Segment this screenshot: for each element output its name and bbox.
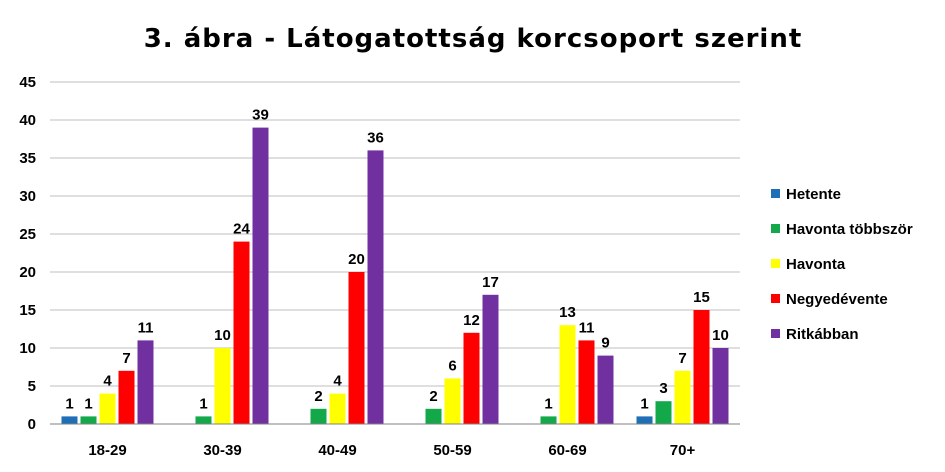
x-axis: 18-29 30-39 40-49 50-59 60-69 70+ <box>50 423 740 459</box>
bar <box>252 127 269 424</box>
data-label: 4 <box>103 373 112 390</box>
x-tick-label: 60-69 <box>548 442 586 459</box>
bar <box>482 294 499 424</box>
bar <box>80 416 97 424</box>
bar <box>655 401 672 424</box>
bar <box>444 378 461 424</box>
bar <box>137 340 154 424</box>
x-tick-label: 30-39 <box>203 442 241 459</box>
bar <box>99 393 116 424</box>
bar <box>348 272 365 424</box>
legend-label: Havonta <box>786 256 846 273</box>
data-label: 2 <box>314 388 322 405</box>
data-label: 13 <box>559 304 576 321</box>
y-tick-label: 20 <box>19 264 36 281</box>
legend-label: Hetente <box>786 186 841 203</box>
y-tick-label: 15 <box>19 302 36 319</box>
data-label: 36 <box>367 129 384 146</box>
x-tick-label: 40-49 <box>318 442 356 459</box>
data-label: 1 <box>84 395 92 412</box>
bars <box>61 127 729 424</box>
data-label: 17 <box>482 274 499 291</box>
y-axis: 0 5 10 15 20 25 30 35 40 45 <box>19 74 36 433</box>
data-label: 39 <box>252 107 269 124</box>
data-label: 24 <box>233 221 250 238</box>
bar <box>559 325 576 424</box>
bar <box>674 370 691 424</box>
data-label: 9 <box>601 335 609 352</box>
bar <box>233 241 250 424</box>
bar <box>61 416 78 424</box>
data-label: 7 <box>678 350 686 367</box>
data-label: 11 <box>579 319 595 336</box>
chart-title: 3. ábra - Látogatottság korcsoport szeri… <box>144 24 803 54</box>
data-label: 3 <box>659 380 667 397</box>
bar <box>425 408 442 424</box>
y-tick-label: 30 <box>19 188 36 205</box>
x-tick-label: 70+ <box>670 442 696 459</box>
legend-label: Negyedévente <box>786 291 888 308</box>
data-label: 10 <box>214 327 231 344</box>
data-label: 7 <box>122 350 130 367</box>
legend-swatch <box>771 294 780 303</box>
bar <box>329 393 346 424</box>
data-label: 10 <box>712 327 729 344</box>
data-label: 6 <box>448 357 456 374</box>
bar <box>636 416 653 424</box>
data-label: 12 <box>463 312 480 329</box>
data-label: 20 <box>348 251 365 268</box>
y-tick-label: 25 <box>19 226 36 243</box>
legend-swatch <box>771 329 780 338</box>
x-tick-label: 50-59 <box>433 442 471 459</box>
y-tick-label: 40 <box>19 112 36 129</box>
bar <box>310 408 327 424</box>
grid <box>50 81 740 425</box>
bar <box>195 416 212 424</box>
data-label: 2 <box>429 388 437 405</box>
bar <box>597 355 614 424</box>
data-label: 1 <box>640 395 648 412</box>
y-tick-label: 0 <box>28 416 36 433</box>
legend-swatch <box>771 224 780 233</box>
legend-swatch <box>771 189 780 198</box>
y-tick-label: 35 <box>19 150 36 167</box>
legend: Hetente Havonta többször Havonta Negyedéven… <box>771 186 913 343</box>
legend-swatch <box>771 259 780 268</box>
data-label: 1 <box>65 395 73 412</box>
data-label: 1 <box>199 395 207 412</box>
y-tick-label: 5 <box>28 378 36 395</box>
y-tick-label: 45 <box>19 74 36 91</box>
bar <box>693 310 710 424</box>
bar <box>540 416 557 424</box>
x-tick-label: 18-29 <box>88 442 126 459</box>
data-label: 4 <box>333 373 342 390</box>
y-tick-label: 10 <box>19 340 36 357</box>
bar <box>578 340 595 424</box>
bar <box>712 348 729 424</box>
bar <box>214 348 231 424</box>
legend-label: Havonta többször <box>786 221 913 238</box>
bar <box>118 370 135 424</box>
data-label: 1 <box>544 395 552 412</box>
data-label: 11 <box>138 319 154 336</box>
bar <box>367 150 384 424</box>
data-label: 15 <box>693 289 710 306</box>
bar <box>463 332 480 424</box>
legend-label: Ritkábban <box>786 326 859 343</box>
